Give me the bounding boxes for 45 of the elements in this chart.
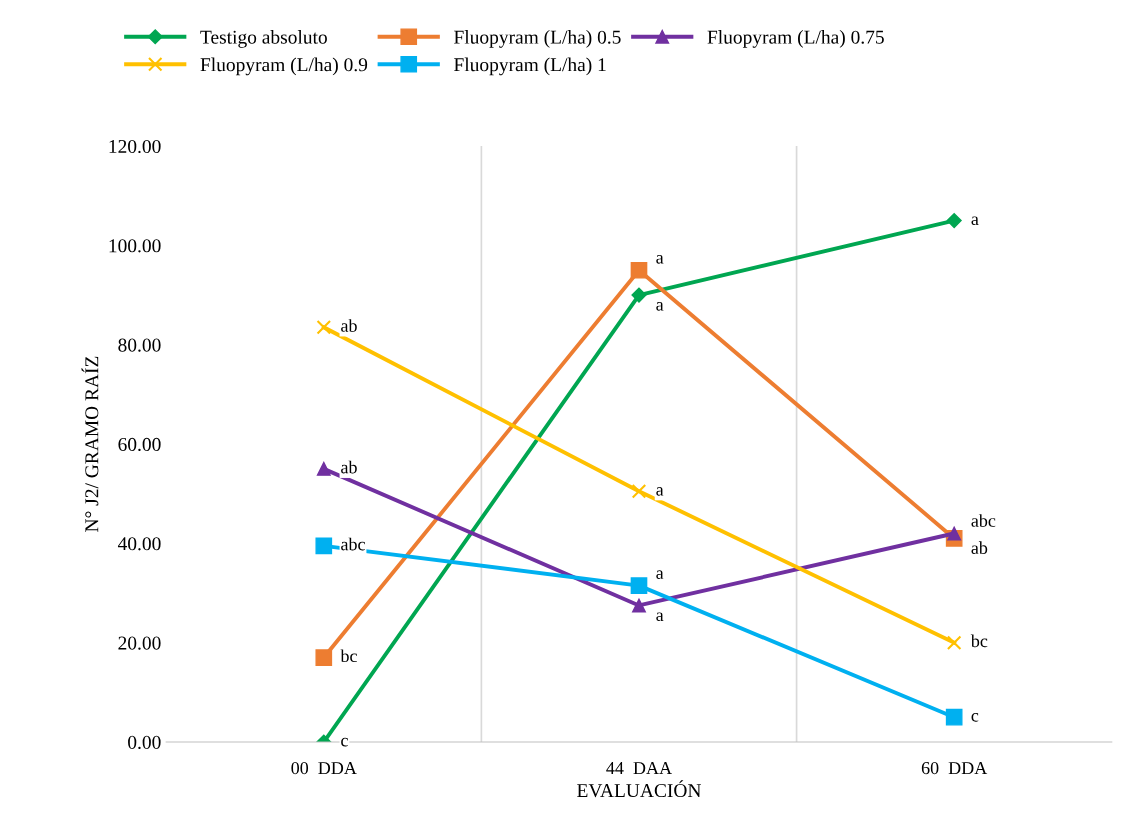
annotation: a	[656, 612, 664, 622]
annotation: c	[971, 713, 979, 722]
point	[631, 287, 647, 303]
annotation: bc	[340, 649, 357, 663]
annotation: a	[656, 254, 664, 264]
x-tick-label: 00 DDA	[291, 761, 357, 775]
annotation: abc	[341, 537, 365, 551]
y-tick-label: 40.00	[117, 537, 161, 551]
annotation: a	[656, 302, 664, 311]
point	[946, 213, 962, 229]
legend-label: Testigo absoluto	[200, 30, 327, 48]
point	[630, 577, 648, 594]
annotation: a	[656, 570, 664, 579]
point	[945, 708, 963, 726]
annotation: abc	[971, 514, 996, 527]
point	[631, 483, 647, 499]
annotation: ab	[341, 319, 357, 332]
y-tick-label: 100.00	[109, 239, 161, 253]
x-axis-title: EVALUACIÓN	[577, 780, 702, 798]
annotation: a	[656, 487, 664, 496]
point	[630, 261, 648, 279]
point	[947, 526, 962, 541]
legend-label: Fluopyram (L/ha) 0.75	[707, 30, 884, 48]
point	[315, 537, 333, 555]
annotation: bc	[970, 634, 988, 648]
y-tick-label: 20.00	[118, 636, 161, 650]
y-tick-label: 60.00	[118, 437, 161, 452]
y-axis-title: N° J2/ GRAMO RAÍZ	[81, 356, 99, 532]
point	[315, 649, 333, 666]
annotation: ab	[341, 460, 357, 474]
legend-label: Fluopyram (L/ha) 0.9	[200, 57, 368, 76]
legend-label: Fluopyram (L/ha) 1	[454, 57, 606, 76]
point	[316, 320, 332, 335]
point	[316, 461, 331, 476]
point	[632, 598, 646, 613]
y-tick-label: 120.00	[109, 139, 161, 154]
y-tick-label: 0.00	[128, 735, 161, 750]
x-tick-label: 60 DDA	[921, 761, 988, 775]
annotation: c	[341, 737, 348, 747]
x-tick-label: 44 DAA	[606, 762, 672, 775]
annotation: ab	[971, 541, 988, 555]
point	[946, 635, 962, 650]
y-tick-label: 80.00	[118, 338, 161, 352]
legend-label: Fluopyram (L/ha) 0.5	[454, 30, 621, 48]
annotation: a	[971, 216, 979, 226]
